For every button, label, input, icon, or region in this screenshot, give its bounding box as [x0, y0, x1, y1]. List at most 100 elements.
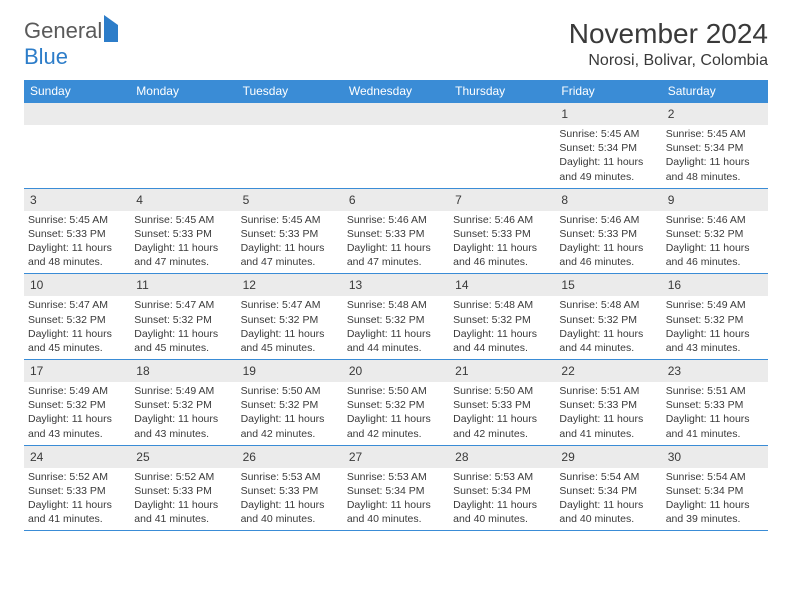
sunrise-text: Sunrise: 5:52 AM [134, 470, 232, 484]
day-number: 4 [136, 193, 143, 207]
day-cell: 7Sunrise: 5:46 AMSunset: 5:33 PMDaylight… [449, 189, 555, 274]
dow-row: SundayMondayTuesdayWednesdayThursdayFrid… [24, 80, 768, 102]
sunset-text: Sunset: 5:33 PM [134, 484, 232, 498]
sunrise-text: Sunrise: 5:50 AM [241, 384, 339, 398]
day-number: 24 [30, 450, 43, 464]
sunset-text: Sunset: 5:32 PM [134, 398, 232, 412]
day-number: 14 [455, 278, 468, 292]
sunrise-text: Sunrise: 5:51 AM [666, 384, 764, 398]
day-cell [449, 103, 555, 188]
day-cell: 5Sunrise: 5:45 AMSunset: 5:33 PMDaylight… [237, 189, 343, 274]
sunrise-text: Sunrise: 5:48 AM [559, 298, 657, 312]
sunset-text: Sunset: 5:33 PM [28, 227, 126, 241]
day-number: 3 [30, 193, 37, 207]
day-number: 18 [136, 364, 149, 378]
day-cell: 24Sunrise: 5:52 AMSunset: 5:33 PMDayligh… [24, 446, 130, 531]
sunset-text: Sunset: 5:34 PM [559, 484, 657, 498]
daynum-row: 8 [555, 189, 661, 211]
daynum-row: 7 [449, 189, 555, 211]
daylight-text: Daylight: 11 hours and 42 minutes. [347, 412, 445, 440]
day-cell: 22Sunrise: 5:51 AMSunset: 5:33 PMDayligh… [555, 360, 661, 445]
day-number: 6 [349, 193, 356, 207]
week-row: 3Sunrise: 5:45 AMSunset: 5:33 PMDaylight… [24, 188, 768, 274]
day-number: 1 [561, 107, 568, 121]
sunset-text: Sunset: 5:34 PM [559, 141, 657, 155]
sunrise-text: Sunrise: 5:48 AM [347, 298, 445, 312]
dow-cell: Sunday [24, 80, 130, 102]
daylight-text: Daylight: 11 hours and 43 minutes. [134, 412, 232, 440]
daylight-text: Daylight: 11 hours and 47 minutes. [241, 241, 339, 269]
sunrise-text: Sunrise: 5:45 AM [666, 127, 764, 141]
daylight-text: Daylight: 11 hours and 40 minutes. [347, 498, 445, 526]
sunrise-text: Sunrise: 5:46 AM [347, 213, 445, 227]
daylight-text: Daylight: 11 hours and 43 minutes. [28, 412, 126, 440]
day-cell: 11Sunrise: 5:47 AMSunset: 5:32 PMDayligh… [130, 274, 236, 359]
weeks-container: 1 Sunrise: 5:45 AM Sunset: 5:34 PM Daylight… [24, 102, 768, 531]
daynum-row: 11 [130, 274, 236, 296]
sunrise-text: Sunrise: 5:46 AM [453, 213, 551, 227]
daynum-row: 3 [24, 189, 130, 211]
logo: General Blue [24, 18, 118, 70]
day-cell: 25Sunrise: 5:52 AMSunset: 5:33 PMDayligh… [130, 446, 236, 531]
day-number: 22 [561, 364, 574, 378]
sunset-text: Sunset: 5:33 PM [453, 398, 551, 412]
day-cell: 13Sunrise: 5:48 AMSunset: 5:32 PMDayligh… [343, 274, 449, 359]
sunset-text: Sunset: 5:32 PM [559, 313, 657, 327]
day-cell: 4Sunrise: 5:45 AMSunset: 5:33 PMDaylight… [130, 189, 236, 274]
sunset-text: Sunset: 5:34 PM [453, 484, 551, 498]
daynum-row: 12 [237, 274, 343, 296]
day-cell [237, 103, 343, 188]
day-number: 10 [30, 278, 43, 292]
day-cell: 29Sunrise: 5:54 AMSunset: 5:34 PMDayligh… [555, 446, 661, 531]
daynum-row: 26 [237, 446, 343, 468]
day-number: 26 [243, 450, 256, 464]
month-title: November 2024 [569, 18, 768, 50]
sunrise-text: Sunrise: 5:49 AM [28, 384, 126, 398]
sunset-text: Sunset: 5:32 PM [241, 313, 339, 327]
week-row: 1 Sunrise: 5:45 AM Sunset: 5:34 PM Daylight… [24, 102, 768, 188]
sunrise-text: Sunrise: 5:50 AM [453, 384, 551, 398]
daylight-text: Daylight: 11 hours and 41 minutes. [134, 498, 232, 526]
sunrise-text: Sunrise: 5:54 AM [666, 470, 764, 484]
daylight-text: Daylight: 11 hours and 46 minutes. [559, 241, 657, 269]
daynum-row [343, 103, 449, 125]
sunrise-text: Sunrise: 5:45 AM [28, 213, 126, 227]
day-number: 2 [668, 107, 675, 121]
daylight-text: Daylight: 11 hours and 44 minutes. [453, 327, 551, 355]
day-number: 28 [455, 450, 468, 464]
week-row: 10Sunrise: 5:47 AMSunset: 5:32 PMDayligh… [24, 273, 768, 359]
logo-sail-icon [104, 15, 118, 42]
daynum-row: 2 [662, 103, 768, 125]
daylight-text: Daylight: 11 hours and 42 minutes. [453, 412, 551, 440]
daynum-row: 20 [343, 360, 449, 382]
day-cell: 15Sunrise: 5:48 AMSunset: 5:32 PMDayligh… [555, 274, 661, 359]
sunrise-text: Sunrise: 5:45 AM [134, 213, 232, 227]
daylight-text: Daylight: 11 hours and 45 minutes. [28, 327, 126, 355]
day-cell: 28Sunrise: 5:53 AMSunset: 5:34 PMDayligh… [449, 446, 555, 531]
daylight-text: Daylight: 11 hours and 48 minutes. [666, 155, 764, 183]
sunrise-text: Sunrise: 5:46 AM [666, 213, 764, 227]
daynum-row: 10 [24, 274, 130, 296]
daylight-text: Daylight: 11 hours and 48 minutes. [28, 241, 126, 269]
sunset-text: Sunset: 5:33 PM [559, 398, 657, 412]
sunrise-text: Sunrise: 5:47 AM [241, 298, 339, 312]
sunrise-text: Sunrise: 5:50 AM [347, 384, 445, 398]
dow-cell: Friday [555, 80, 661, 102]
day-number: 23 [668, 364, 681, 378]
sunset-text: Sunset: 5:32 PM [134, 313, 232, 327]
day-number: 15 [561, 278, 574, 292]
daynum-row: 23 [662, 360, 768, 382]
day-number: 30 [668, 450, 681, 464]
sunrise-text: Sunrise: 5:53 AM [453, 470, 551, 484]
sunrise-text: Sunrise: 5:53 AM [347, 470, 445, 484]
daynum-row [237, 103, 343, 125]
sunset-text: Sunset: 5:33 PM [453, 227, 551, 241]
sunset-text: Sunset: 5:33 PM [241, 484, 339, 498]
sunset-text: Sunset: 5:33 PM [28, 484, 126, 498]
day-number: 29 [561, 450, 574, 464]
sunset-text: Sunset: 5:33 PM [666, 398, 764, 412]
day-number: 12 [243, 278, 256, 292]
daynum-row: 15 [555, 274, 661, 296]
day-number: 13 [349, 278, 362, 292]
daylight-text: Daylight: 11 hours and 44 minutes. [347, 327, 445, 355]
